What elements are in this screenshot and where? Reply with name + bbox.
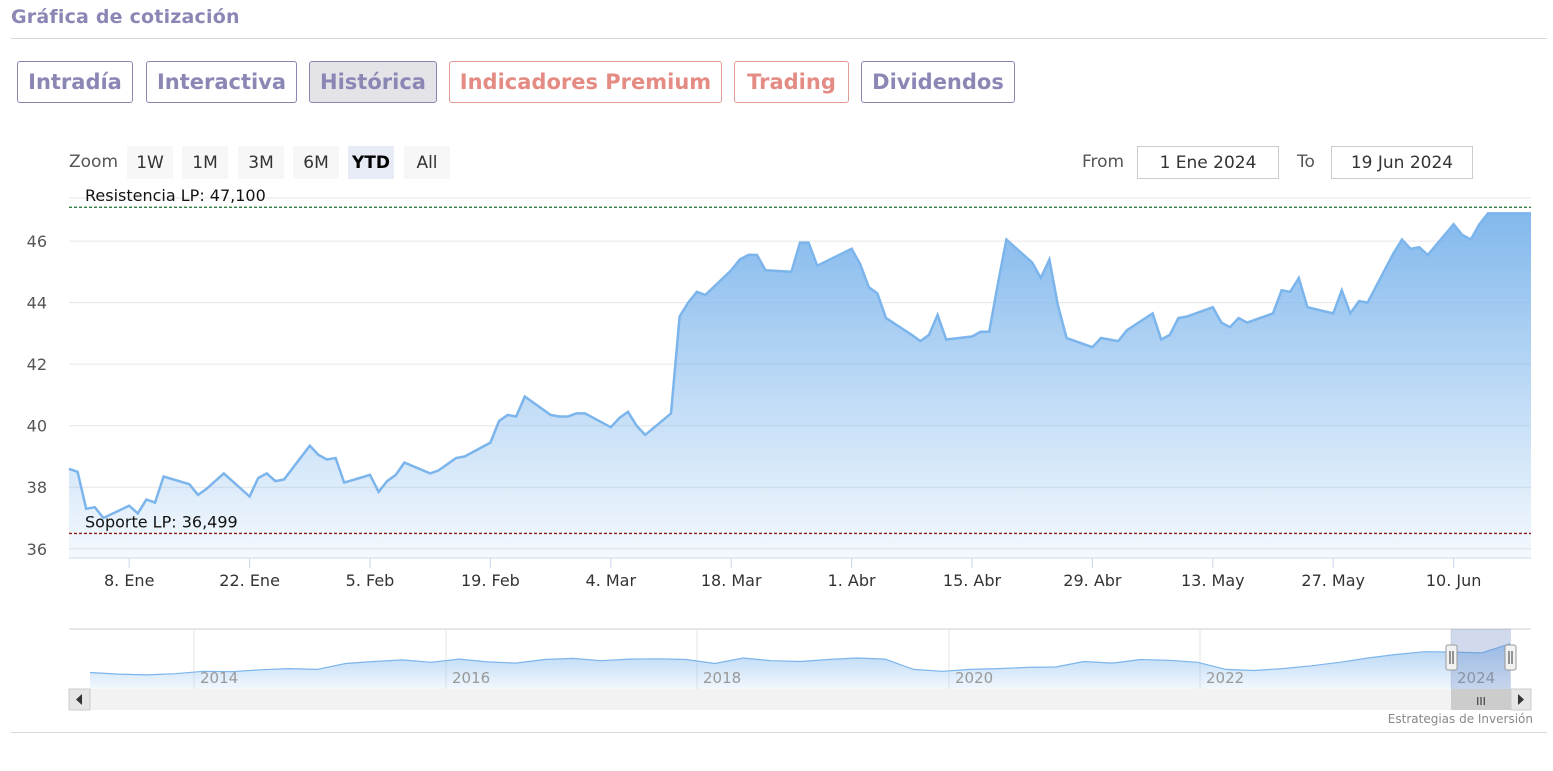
navigator-year-label: 2016 [452,669,490,687]
x-axis-labels: 8. Ene 22. Ene 5. Feb 19. Feb 4. Mar 18. Mar 1… [104,558,1481,590]
range-to-label: To [1297,152,1315,172]
tab-interactiva[interactable]: Interactiva [146,61,297,103]
scrollbar-grip-icon: III [1476,695,1486,708]
x-tick-label: 22. Ene [219,571,280,590]
y-axis-labels: 36 38 40 42 44 46 [27,232,47,559]
zoom-6m-button[interactable]: 6M [293,146,339,179]
x-tick-label: 19. Feb [461,571,520,590]
navigator-left-handle[interactable] [1445,644,1458,671]
x-tick-label: 18. Mar [701,571,762,590]
x-tick-label: 13. May [1181,571,1245,590]
range-from-input[interactable]: 1 Ene 2024 [1137,146,1279,179]
zoom-1m-button[interactable]: 1M [182,146,228,179]
resistance-label: Resistencia LP: 47,100 [85,186,266,205]
navigator-selection[interactable] [1451,629,1511,689]
navigator-right-handle[interactable] [1504,644,1517,671]
zoom-ytd-button[interactable]: YTD [348,146,394,179]
navigator-line [89,643,1511,676]
range-to-input[interactable]: 19 Jun 2024 [1331,146,1473,179]
scrollbar-thumb[interactable] [1451,689,1511,710]
page-title: Gráfica de cotización [11,6,240,28]
support-label: Soporte LP: 36,499 [85,512,238,531]
x-tick-label: 27. May [1301,571,1365,590]
zoom-label: Zoom [69,152,119,172]
bottom-divider [11,732,1547,733]
zoom-3m-button[interactable]: 3M [238,146,284,179]
y-tick-label: 36 [27,540,47,559]
x-tick-label: 15. Abr [943,571,1002,590]
navigator-year-label: 2014 [200,669,238,687]
y-tick-label: 42 [27,355,47,374]
x-tick-label: 8. Ene [104,571,154,590]
navigator[interactable]: 2014 2016 2018 2020 2022 2024 [69,628,1531,689]
zoom-1w-button[interactable]: 1W [127,146,173,179]
navigator-year-label: 2024 [1457,669,1495,687]
tab-trading[interactable]: Trading [734,61,849,103]
zoom-all-button[interactable]: All [404,146,450,179]
scrollbar[interactable]: III [68,688,1532,711]
y-tick-label: 44 [27,294,47,313]
title-divider [11,38,1547,39]
tab-historica[interactable]: Histórica [309,61,437,103]
arrow-left-icon [76,694,82,705]
x-tick-label: 1. Abr [828,571,876,590]
navigator-year-label: 2018 [703,669,741,687]
tab-dividendos[interactable]: Dividendos [861,61,1015,103]
tab-intradia[interactable]: Intradía [17,61,133,103]
scrollbar-track[interactable] [69,689,1531,710]
tab-indicadores-premium[interactable]: Indicadores Premium [449,61,722,103]
chart-credits[interactable]: Estrategias de Inversión [1387,712,1533,726]
x-tick-label: 10. Jun [1426,571,1482,590]
x-tick-label: 29. Abr [1063,571,1122,590]
y-tick-label: 40 [27,417,47,436]
arrow-right-icon [1518,694,1524,705]
price-line [68,212,1531,520]
navigator-area [90,643,1510,689]
navigator-year-label: 2020 [955,669,993,687]
range-from-label: From [1082,152,1125,172]
x-tick-label: 5. Feb [346,571,395,590]
x-tick-label: 4. Mar [586,571,637,590]
navigator-year-label: 2022 [1206,669,1244,687]
price-area [69,213,1531,558]
y-tick-label: 46 [27,232,47,251]
y-tick-label: 38 [27,478,47,497]
